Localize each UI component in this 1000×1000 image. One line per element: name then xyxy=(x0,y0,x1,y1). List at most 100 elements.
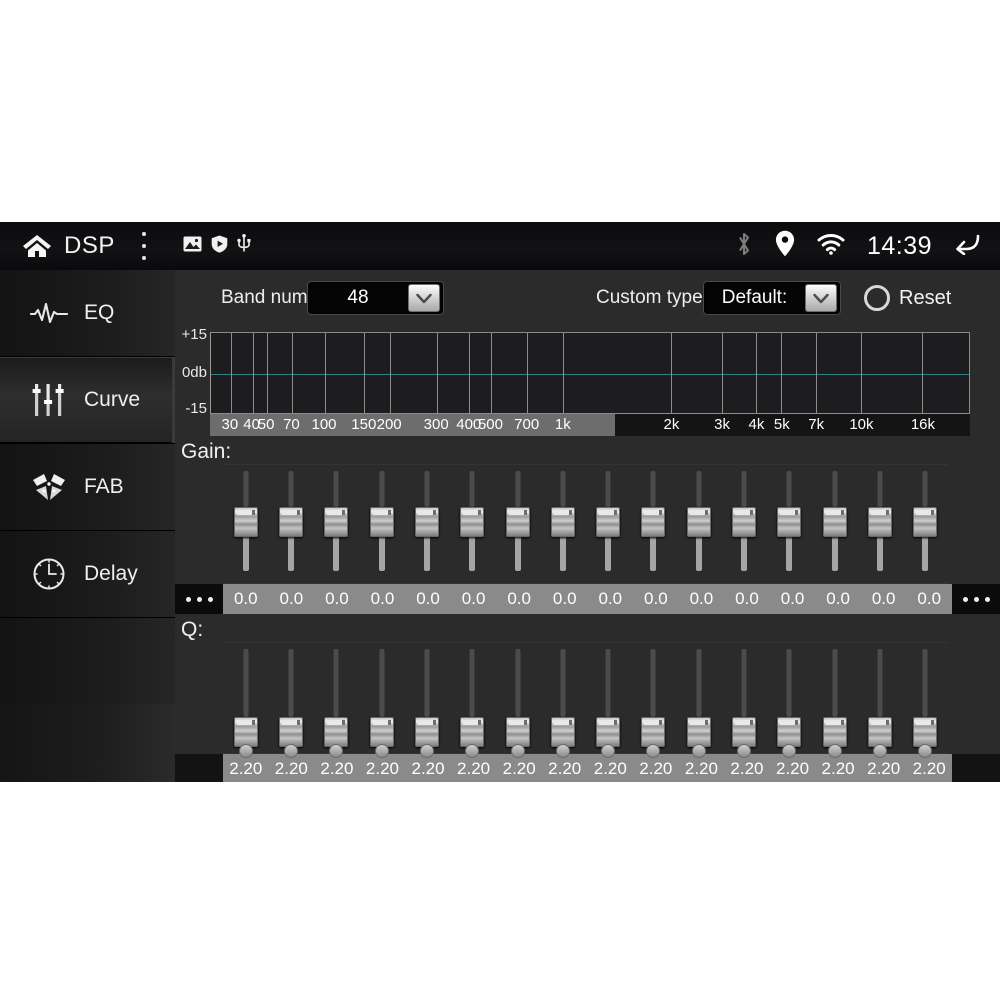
slider[interactable] xyxy=(505,643,531,758)
slider-knob[interactable] xyxy=(369,507,394,537)
q-value: 2.20 xyxy=(775,759,810,778)
chart-gridline xyxy=(324,333,326,413)
slider-knob[interactable] xyxy=(278,507,303,537)
slider[interactable] xyxy=(595,643,621,758)
sidebar-item-label: EQ xyxy=(84,301,115,324)
chart-plot-area[interactable] xyxy=(210,332,970,414)
slider-knob[interactable] xyxy=(596,507,621,537)
slider-knob[interactable] xyxy=(777,717,802,747)
chevron-down-icon[interactable] xyxy=(805,284,837,312)
sidebar-item-label: Delay xyxy=(84,562,138,585)
slider[interactable] xyxy=(867,465,893,583)
slider[interactable] xyxy=(369,643,395,758)
slider-knob[interactable] xyxy=(550,717,575,747)
chart-gridline xyxy=(756,333,758,413)
slider-knob[interactable] xyxy=(868,507,893,537)
slider-knob[interactable] xyxy=(505,507,530,537)
slider[interactable] xyxy=(278,643,304,758)
q-value: 2.20 xyxy=(320,759,354,778)
slider[interactable] xyxy=(459,465,485,583)
slider-knob[interactable] xyxy=(686,717,711,747)
gain-value: 0.0 xyxy=(507,589,531,608)
home-icon[interactable] xyxy=(22,233,52,259)
q-slider-group[interactable] xyxy=(223,642,948,758)
slider-track-lower xyxy=(378,535,385,571)
custom-type-dropdown[interactable]: Default: xyxy=(703,281,841,315)
slider-knob[interactable] xyxy=(732,507,757,537)
slider-knob[interactable] xyxy=(686,507,711,537)
slider[interactable] xyxy=(686,643,712,758)
slider[interactable] xyxy=(505,465,531,583)
back-arrow-icon[interactable] xyxy=(954,233,980,260)
q-prev-more-button[interactable] xyxy=(175,754,223,782)
slider-knob[interactable] xyxy=(324,717,349,747)
slider-knob[interactable] xyxy=(596,717,621,747)
slider[interactable] xyxy=(640,465,666,583)
reset-button[interactable]: Reset xyxy=(864,285,951,311)
sidebar-item-delay[interactable]: Delay xyxy=(0,531,175,618)
slider-knob[interactable] xyxy=(369,717,394,747)
gain-slider-group[interactable] xyxy=(223,464,948,584)
gain-value: 0.0 xyxy=(689,589,714,608)
slider-track-lower xyxy=(831,535,838,571)
slider-end-cap xyxy=(691,744,706,758)
slider[interactable] xyxy=(414,643,440,758)
slider-end-cap xyxy=(827,744,842,758)
slider-knob[interactable] xyxy=(641,717,666,747)
slider[interactable] xyxy=(550,465,576,583)
slider-knob[interactable] xyxy=(324,507,349,537)
zero-db-line xyxy=(211,374,969,375)
sidebar-item-fab[interactable]: FAB xyxy=(0,444,175,531)
slider[interactable] xyxy=(233,465,259,583)
slider[interactable] xyxy=(595,465,621,583)
slider-knob[interactable] xyxy=(460,507,485,537)
slider[interactable] xyxy=(323,465,349,583)
slider[interactable] xyxy=(776,643,802,758)
slider-knob[interactable] xyxy=(913,717,938,747)
slider-knob[interactable] xyxy=(868,717,893,747)
slider[interactable] xyxy=(731,643,757,758)
slider[interactable] xyxy=(459,643,485,758)
slider[interactable] xyxy=(233,643,259,758)
chevron-down-icon[interactable] xyxy=(408,284,440,312)
slider-knob[interactable] xyxy=(414,507,439,537)
slider-knob[interactable] xyxy=(732,717,757,747)
x-tick-label: 4k xyxy=(748,416,765,433)
slider[interactable] xyxy=(550,643,576,758)
slider[interactable] xyxy=(822,465,848,583)
slider-knob[interactable] xyxy=(460,717,485,747)
slider[interactable] xyxy=(912,465,938,583)
slider[interactable] xyxy=(369,465,395,583)
slider[interactable] xyxy=(912,643,938,758)
slider-knob[interactable] xyxy=(913,507,938,537)
chart-gridline xyxy=(562,333,564,413)
slider[interactable] xyxy=(776,465,802,583)
band-num-dropdown[interactable]: 48 xyxy=(307,281,444,315)
slider[interactable] xyxy=(278,465,304,583)
slider[interactable] xyxy=(414,465,440,583)
q-next-more-button[interactable] xyxy=(952,754,1000,782)
slider[interactable] xyxy=(867,643,893,758)
gain-next-more-button[interactable] xyxy=(952,584,1000,614)
slider-knob[interactable] xyxy=(550,507,575,537)
kebab-menu-icon[interactable] xyxy=(129,229,159,263)
slider-knob[interactable] xyxy=(822,717,847,747)
slider-knob[interactable] xyxy=(641,507,666,537)
slider[interactable] xyxy=(686,465,712,583)
slider-knob[interactable] xyxy=(822,507,847,537)
sidebar-item-eq[interactable]: EQ xyxy=(0,270,175,357)
slider-knob[interactable] xyxy=(233,717,258,747)
gain-prev-more-button[interactable] xyxy=(175,584,223,614)
slider[interactable] xyxy=(731,465,757,583)
slider[interactable] xyxy=(640,643,666,758)
slider-knob[interactable] xyxy=(233,507,258,537)
slider[interactable] xyxy=(822,643,848,758)
sidebar-item-curve[interactable]: Curve xyxy=(0,357,175,444)
slider-knob[interactable] xyxy=(505,717,530,747)
eq-curve-chart[interactable]: +15 0db -15 30 40 50 70 100 150 200 300 400 500 70… xyxy=(175,326,1000,436)
slider-knob[interactable] xyxy=(414,717,439,747)
slider[interactable] xyxy=(323,643,349,758)
main-panel: Band num: 48 Custom type: Default: Reset xyxy=(175,270,1000,782)
slider-knob[interactable] xyxy=(278,717,303,747)
slider-knob[interactable] xyxy=(777,507,802,537)
